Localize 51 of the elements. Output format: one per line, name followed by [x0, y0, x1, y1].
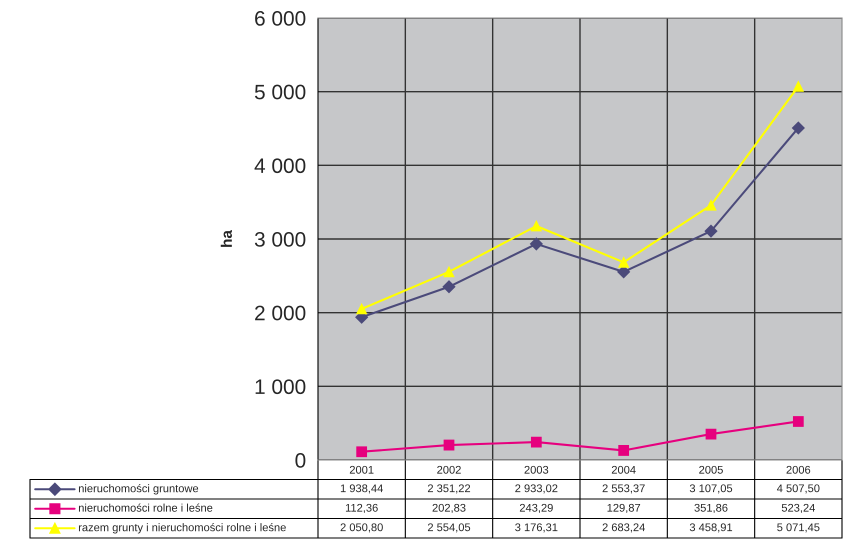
- point: [530, 436, 542, 448]
- data-label: 523,24: [782, 504, 815, 514]
- x-tick-label: 2006: [786, 466, 810, 474]
- x-tick-label: 2003: [524, 466, 548, 474]
- data-label: 2 050,80: [340, 523, 383, 533]
- data-label: 202,83: [432, 504, 466, 514]
- y-axis-title: ha: [220, 230, 232, 247]
- data-label: 3 176,31: [515, 523, 558, 533]
- y-tick-label: 0: [295, 453, 306, 468]
- data-label: 3 458,91: [690, 523, 732, 533]
- point: [706, 428, 716, 440]
- y-tick-label: 6 000: [255, 11, 306, 26]
- x-tick-label: 2001: [350, 466, 374, 474]
- data-label: 112,36: [346, 504, 378, 514]
- x-tick-label: 2002: [437, 466, 461, 474]
- data-label: 351,86: [694, 504, 728, 514]
- data-label: 243,29: [520, 504, 553, 514]
- legend-label: razem grunty i nieruchomości rolne i leśne: [78, 523, 286, 534]
- data-label: 4 507,50: [776, 484, 820, 494]
- point: [706, 200, 716, 211]
- point: [444, 440, 454, 450]
- data-label: 5 071,45: [777, 523, 820, 533]
- y-tick-label: 5 000: [254, 84, 306, 100]
- y-tick-label: 3 000: [254, 232, 306, 247]
- point: [792, 81, 804, 92]
- point: [618, 445, 630, 456]
- legend-label: nieruchomości gruntowe: [78, 484, 198, 494]
- data-label: 2 351,22: [428, 484, 470, 494]
- data-label: 2 554,05: [428, 523, 470, 533]
- point: [530, 220, 542, 232]
- data-label: 129,87: [608, 504, 640, 514]
- point: [444, 266, 454, 278]
- data-label: 2 933,02: [515, 484, 558, 494]
- y-tick-label: 4 000: [254, 158, 306, 174]
- y-tick-label: 1 000: [256, 379, 306, 394]
- point: [792, 416, 804, 427]
- point: [704, 224, 718, 238]
- data-label: 1 938,44: [340, 484, 383, 494]
- point: [356, 446, 368, 458]
- data-label: 3 107,05: [690, 484, 732, 494]
- x-tick-label: 2005: [699, 466, 723, 474]
- y-tick-label: 2 000: [255, 306, 306, 320]
- data-label: 2 553,37: [602, 484, 645, 494]
- point: [356, 304, 368, 314]
- point: [530, 238, 543, 250]
- point: [618, 256, 630, 268]
- data-label: 2 683,24: [602, 523, 645, 533]
- point: [442, 280, 456, 294]
- legend-label: nieruchomości rolne i leśne: [78, 503, 212, 512]
- x-tick-label: 2004: [612, 466, 636, 474]
- point: [792, 122, 805, 134]
